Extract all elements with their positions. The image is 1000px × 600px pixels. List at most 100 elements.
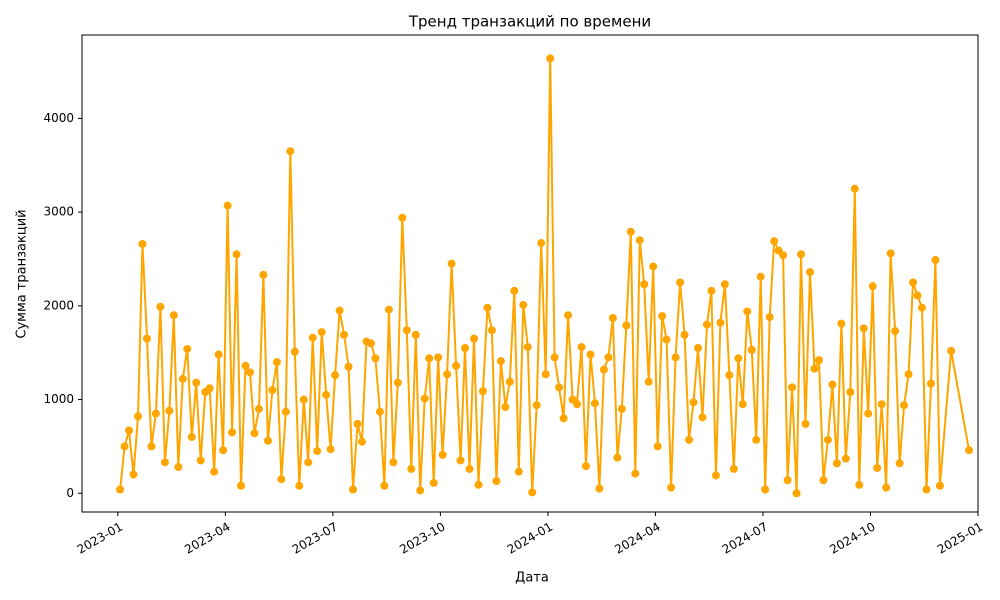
point [546,54,555,63]
point [178,374,187,383]
point [537,239,546,248]
point [819,476,828,485]
point [806,268,814,277]
point [398,213,407,222]
point [456,456,465,465]
point [331,371,340,380]
point [246,368,254,377]
point [196,456,205,465]
point [586,350,595,359]
y-tick-label: 1000 [43,392,74,406]
point [371,354,380,363]
point [653,442,662,451]
y-axis-label: Сумма транзакций [15,209,30,338]
point [156,302,165,311]
point [443,370,452,379]
point [228,428,237,437]
point [965,446,974,455]
point [667,483,676,492]
point [125,426,134,435]
point [528,488,537,497]
point [868,282,877,291]
point [192,378,201,387]
point [438,450,447,459]
point [716,318,725,327]
point [909,278,918,287]
point [313,447,322,456]
point [326,445,335,454]
point [797,250,806,259]
point [626,227,635,236]
point [765,313,774,322]
point [823,435,832,444]
point [389,458,398,467]
point [470,334,478,343]
point [384,305,393,314]
point [353,419,362,428]
point [779,251,788,260]
point [205,384,214,393]
point [895,459,904,468]
point [151,409,160,418]
point [501,403,510,412]
chart-title: Тренд транзакций по времени [408,13,651,31]
point [711,471,720,480]
point [505,377,514,386]
point [904,370,913,379]
point [349,485,358,494]
x-tick-label: 2024-07 [720,520,770,557]
point [366,339,375,348]
point [622,321,631,330]
point [138,239,147,248]
point [599,365,608,374]
y-tick-label: 3000 [43,205,74,219]
x-tick-label: 2023-04 [182,520,232,557]
point [846,388,855,397]
point [304,458,313,467]
point [425,354,434,363]
point [577,343,586,352]
point [272,358,281,367]
point [810,364,819,373]
point [510,286,519,295]
point [429,478,438,487]
point [837,319,846,328]
point [725,371,734,380]
point [411,330,420,339]
point [514,467,523,476]
point [474,480,483,489]
point [541,370,550,379]
x-axis-label: Дата [515,571,549,586]
point [523,343,532,352]
point [120,442,129,451]
point [859,324,868,333]
plot-frame [81,34,979,513]
point [147,442,156,451]
point [855,480,864,489]
point [649,262,658,271]
point [738,400,747,409]
point [322,390,331,399]
point [250,429,259,438]
x-tick-label: 2024-10 [827,520,877,557]
point [344,362,353,371]
point [237,481,246,490]
point [689,398,698,407]
point [281,407,290,416]
point [277,475,286,484]
point [752,435,761,444]
point [165,406,174,415]
point [604,353,613,362]
point [492,477,501,486]
point [416,486,425,495]
point [882,483,891,492]
y-tick-label: 4000 [43,111,74,125]
point [420,394,429,403]
point [129,470,138,479]
point [720,280,729,289]
point [452,361,461,370]
point [640,280,649,289]
point [116,485,125,494]
point [263,436,272,445]
